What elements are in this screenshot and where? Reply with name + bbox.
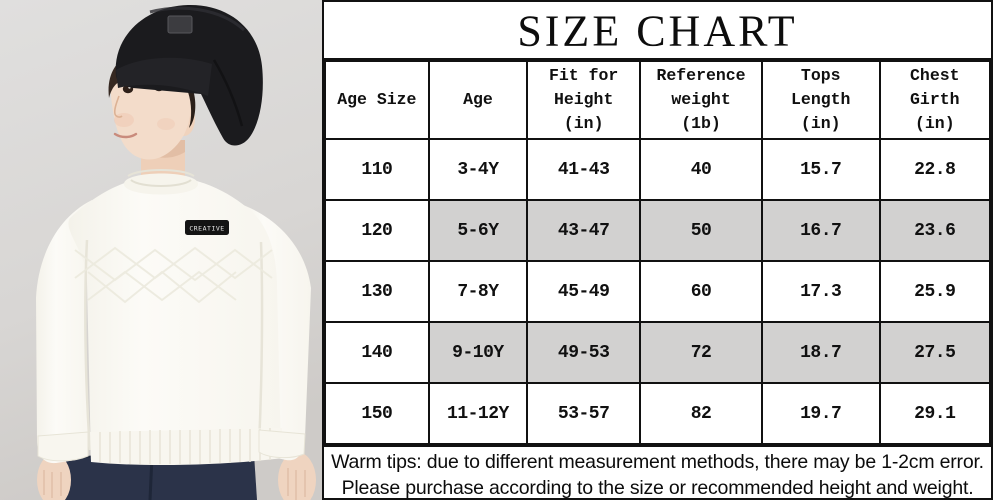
sweater: CREATIVE xyxy=(36,169,311,466)
sweater-label-text: CREATIVE xyxy=(189,225,224,233)
cell: 53-57 xyxy=(526,382,642,445)
beanie xyxy=(115,4,263,146)
right-hand xyxy=(278,452,316,500)
warm-tips-text: Warm tips: due to different measurement … xyxy=(331,451,984,499)
cell: 41-43 xyxy=(526,138,642,201)
cell: 17.3 xyxy=(760,260,881,323)
header-chest-girth: Chest Girth (in) xyxy=(878,60,992,140)
cuff xyxy=(258,429,306,459)
cuff xyxy=(37,431,89,462)
cell: 110 xyxy=(324,138,430,201)
header-ref-weight: Reference weight (1b) xyxy=(639,60,763,140)
diamond-knit-pattern xyxy=(74,246,273,304)
beanie-brim xyxy=(116,57,212,96)
header-age-size: Age Size xyxy=(324,60,430,140)
cell: 43-47 xyxy=(526,199,642,262)
product-photo: CREATIVE xyxy=(0,0,322,500)
cell: 29.1 xyxy=(878,382,992,445)
size-row-140: 140 9-10Y 49-53 72 18.7 27.5 xyxy=(324,321,992,384)
cell: 120 xyxy=(324,199,430,262)
cell: 40 xyxy=(639,138,763,201)
cell: 130 xyxy=(324,260,430,323)
cell: 15.7 xyxy=(760,138,881,201)
cell: 7-8Y xyxy=(427,260,529,323)
cell: 11-12Y xyxy=(427,382,529,445)
cell: 19.7 xyxy=(760,382,881,445)
header-tops-length: Tops Length (in) xyxy=(760,60,881,140)
cell: 23.6 xyxy=(878,199,992,262)
cell: 49-53 xyxy=(526,321,642,384)
header-fit-height: Fit for Height (in) xyxy=(526,60,642,140)
cell: 72 xyxy=(639,321,763,384)
ribbed-hem xyxy=(90,428,283,466)
cell: 45-49 xyxy=(526,260,642,323)
sweater-brand-label: CREATIVE xyxy=(185,220,229,235)
size-row-110: 110 3-4Y 41-43 40 15.7 22.8 xyxy=(324,138,992,201)
collar xyxy=(124,169,198,195)
cell: 82 xyxy=(639,382,763,445)
size-chart-panel: SIZE CHART Age Size Age Fit for Height (… xyxy=(322,0,993,500)
cell: 16.7 xyxy=(760,199,881,262)
cell: 3-4Y xyxy=(427,138,529,201)
size-row-120: 120 5-6Y 43-47 50 16.7 23.6 xyxy=(324,199,992,262)
size-chart-title-box: SIZE CHART xyxy=(324,2,991,60)
size-row-130: 130 7-8Y 45-49 60 17.3 25.9 xyxy=(324,260,992,323)
header-row: Age Size Age Fit for Height (in) Referen… xyxy=(324,60,992,140)
cell: 60 xyxy=(639,260,763,323)
cell: 150 xyxy=(324,382,430,445)
size-chart-title: SIZE CHART xyxy=(517,5,798,55)
cell: 25.9 xyxy=(878,260,992,323)
cell: 140 xyxy=(324,321,430,384)
boy-in-sweater-illustration: CREATIVE xyxy=(0,0,322,500)
warm-tips-box: Warm tips: due to different measurement … xyxy=(324,445,991,500)
cell: 9-10Y xyxy=(427,321,529,384)
cell: 5-6Y xyxy=(427,199,529,262)
header-age: Age xyxy=(427,60,529,140)
cell: 50 xyxy=(639,199,763,262)
size-row-150: 150 11-12Y 53-57 82 19.7 29.1 xyxy=(324,382,992,445)
size-table: Age Size Age Fit for Height (in) Referen… xyxy=(324,60,992,445)
beanie-tag xyxy=(167,15,193,34)
cell: 22.8 xyxy=(878,138,992,201)
cell: 18.7 xyxy=(760,321,881,384)
nose xyxy=(113,95,123,118)
cell: 27.5 xyxy=(878,321,992,384)
left-hand xyxy=(37,454,71,500)
mouth xyxy=(113,132,138,139)
